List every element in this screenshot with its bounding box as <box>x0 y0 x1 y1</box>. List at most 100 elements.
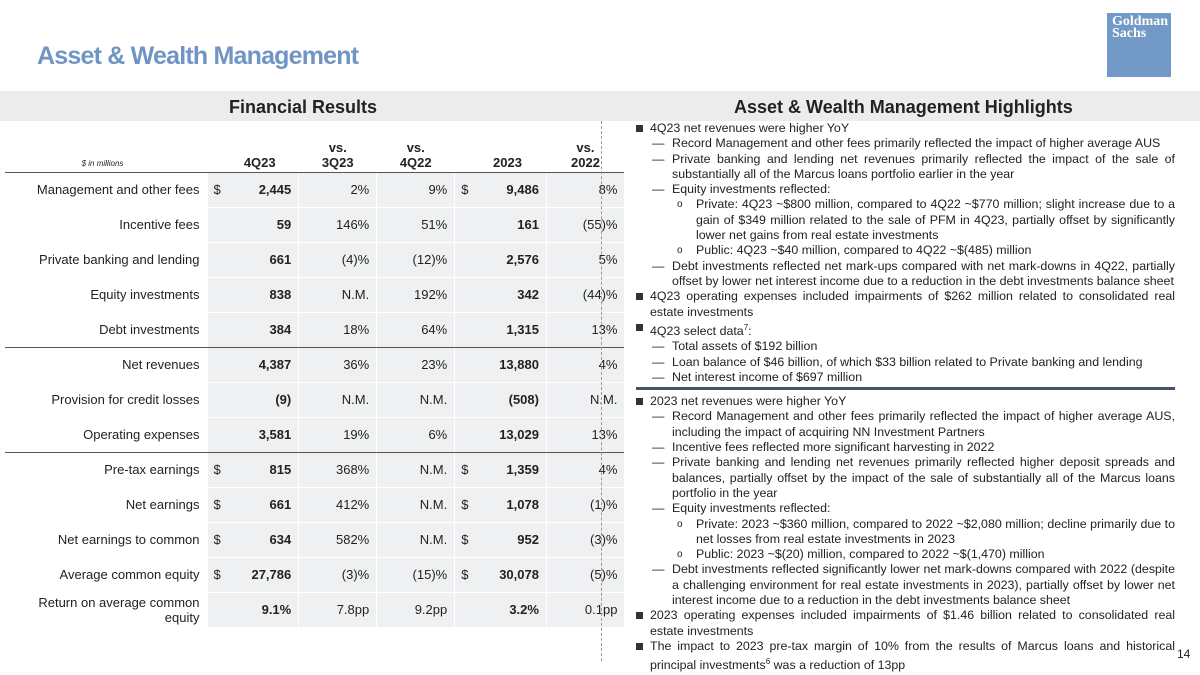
bullet-text: 4Q23 net revenues were higher YoY <box>650 121 850 135</box>
bullet-item: 2023 operating expenses included impairm… <box>636 608 1175 639</box>
header-row: $ in millions 4Q23 vs. 3Q23 vs. 4Q22 2023 vs. 20… <box>5 121 625 173</box>
cell: 51% <box>376 207 455 243</box>
cell: N.M. <box>298 382 377 418</box>
cell: 384 <box>220 312 299 348</box>
header-band <box>0 91 1200 121</box>
bullet-marker <box>636 293 643 301</box>
cell: 146% <box>298 207 377 243</box>
row-label: Operating expenses <box>5 417 207 453</box>
table-row: Net revenues 4,387 36% 23% 13,880 4% <box>5 347 625 383</box>
currency <box>454 382 469 418</box>
bullet-marker: — <box>652 369 665 384</box>
table-row: Incentive fees 59 146% 51% 161 (55)% <box>5 207 625 243</box>
currency <box>454 242 469 278</box>
cell: N.M. <box>376 487 455 523</box>
column-header-line: 4Q22 <box>399 154 432 170</box>
currency <box>454 207 469 243</box>
bullet-text: Private: 4Q23 ~$800 million, compared to… <box>696 197 1175 243</box>
currency <box>206 312 221 348</box>
cell: 2% <box>298 172 377 208</box>
cell: 952 <box>468 522 547 558</box>
bullet-item: — Equity investments reflected: <box>636 501 1175 516</box>
currency: $ <box>206 487 221 523</box>
highlight-section: 2023 net revenues were higher YoY — Record… <box>636 387 1175 673</box>
currency: $ <box>206 452 221 488</box>
bullet-marker: o <box>677 549 683 561</box>
column-header-line: vs. <box>406 139 425 155</box>
cell: 5% <box>545 242 625 278</box>
column-header: 4Q23 <box>220 121 299 173</box>
bullet-text: 2023 net revenues were higher YoY <box>650 394 847 409</box>
cell: 1,315 <box>468 312 547 348</box>
cell: 23% <box>376 347 455 383</box>
cell: N.M. <box>298 277 377 313</box>
bullet-marker <box>636 125 643 132</box>
logo: Goldman Sachs <box>1107 13 1171 77</box>
cell: 59 <box>220 207 299 243</box>
cell: 0.1pp <box>545 592 625 628</box>
cell: 2,576 <box>468 242 547 278</box>
row-label: Equity investments <box>5 277 207 313</box>
bullet-item: o Public: 2023 ~$(20) million, compared t… <box>636 547 1175 562</box>
bullet-text: Private banking and lending net revenues… <box>672 455 1175 500</box>
currency <box>454 277 469 313</box>
cell: 161 <box>468 207 547 243</box>
currency <box>206 417 221 453</box>
currency: $ <box>454 557 469 593</box>
slide-title: Asset & Wealth Management <box>37 42 359 70</box>
cell: 661 <box>220 242 299 278</box>
row-label: Net earnings <box>5 487 207 523</box>
spacer <box>207 121 221 173</box>
bullet-marker: — <box>652 354 665 369</box>
cell: 661 <box>220 487 299 523</box>
cell: 634 <box>220 522 299 558</box>
currency <box>454 347 469 383</box>
cell: 13% <box>545 312 625 348</box>
cell: (3)% <box>545 522 625 558</box>
currency: $ <box>206 172 221 208</box>
row-label: Net revenues <box>5 347 207 383</box>
cell: 838 <box>220 277 299 313</box>
bullet-item: — Incentive fees reflected more significa… <box>636 440 1175 455</box>
cell: 3,581 <box>220 417 299 453</box>
bullet-text: Private banking and lending net revenues… <box>672 151 1175 181</box>
table-row: Management and other fees $2,445 2% 9% $9,48… <box>5 172 625 208</box>
row-label: Average common equity <box>5 557 207 593</box>
row-label: Net earnings to common <box>5 522 207 558</box>
table-row: Private banking and lending 661 (4)% (12)% 2… <box>5 242 625 278</box>
cell: 815 <box>220 452 299 488</box>
bullet-marker <box>636 612 643 620</box>
column-header-line: 2023 <box>493 154 522 170</box>
cell: 7.8pp <box>298 592 377 628</box>
cell: (508) <box>468 382 547 418</box>
bullet-item: — Record Management and other fees primar… <box>636 409 1175 440</box>
cell: 64% <box>376 312 455 348</box>
table-row: Equity investments 838 N.M. 192% 342 (44)% <box>5 277 625 313</box>
superscript: 7 <box>743 322 749 332</box>
bullet-text: Equity investments reflected: <box>672 182 831 197</box>
currency <box>206 347 221 383</box>
bullet-text: Incentive fees reflected more significan… <box>672 440 995 455</box>
cell: 4% <box>545 452 625 488</box>
cell: (1)% <box>545 487 625 523</box>
table-row: Net earnings $661 412% N.M. $1,078 (1)% <box>5 487 625 523</box>
row-label: Provision for credit losses <box>5 382 207 418</box>
bullet-text: was a reduction of 13pp <box>770 658 906 673</box>
bullet-text: Public: 4Q23 ~$40 million, compared to 4… <box>696 243 1032 258</box>
column-header-line: 3Q23 <box>321 154 354 170</box>
cell: (3)% <box>298 557 377 593</box>
table-row: Operating expenses 3,581 19% 6% 13,029 13% <box>5 417 625 453</box>
currency: $ <box>454 522 469 558</box>
cell: (15)% <box>376 557 455 593</box>
bullet-marker: o <box>677 199 683 211</box>
superscript: 6 <box>765 657 771 667</box>
bullet-text: Private: 2023 ~$360 million, compared to… <box>696 516 1175 546</box>
currency <box>206 382 221 418</box>
table-row: Provision for credit losses (9) N.M. N.M. (5… <box>5 382 625 418</box>
currency: $ <box>454 452 469 488</box>
bullet-item: — Equity investments reflected: <box>636 182 1175 197</box>
cell: N.M. <box>376 452 455 488</box>
currency: $ <box>454 487 469 523</box>
currency <box>206 277 221 313</box>
